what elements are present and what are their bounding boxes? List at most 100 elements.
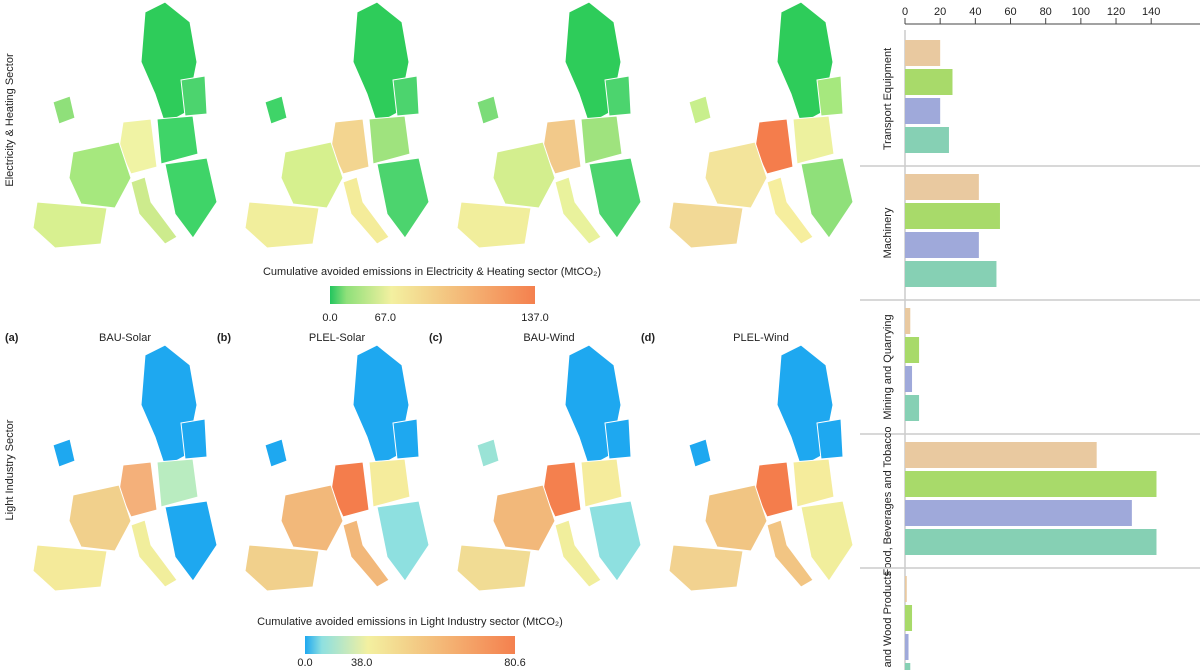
country xyxy=(130,176,178,245)
country xyxy=(492,484,556,552)
x-tick-label: 20 xyxy=(934,6,946,18)
colorbar-title: Cumulative avoided emissions in Electric… xyxy=(263,266,601,278)
bar-chart: 0 20 40 60 80 100 120 140 Transport Equipment Mac… xyxy=(860,6,1200,670)
country xyxy=(476,95,500,125)
bar xyxy=(905,337,920,363)
map xyxy=(668,344,854,592)
x-tick-label: 0 xyxy=(902,6,908,18)
bar xyxy=(905,663,911,670)
panel-label: (d) xyxy=(641,332,655,344)
colorbar xyxy=(305,636,515,654)
x-tick-label: 140 xyxy=(1142,6,1160,18)
panel-title: PLEL-Solar xyxy=(309,332,366,344)
country xyxy=(456,201,532,249)
country xyxy=(604,418,632,460)
category-label: Wood and Wood Products xyxy=(882,571,894,670)
bar xyxy=(905,529,1157,555)
map xyxy=(668,1,854,249)
category-label: Food, Beverages and Tobacco xyxy=(882,426,894,575)
x-tick-label: 100 xyxy=(1072,6,1090,18)
bar xyxy=(905,203,1000,229)
country xyxy=(164,500,218,582)
country xyxy=(68,484,132,552)
country xyxy=(688,438,712,468)
country xyxy=(476,438,500,468)
bar xyxy=(905,127,949,153)
map xyxy=(32,1,218,249)
country xyxy=(376,157,430,239)
x-tick-label: 40 xyxy=(969,6,981,18)
country xyxy=(264,95,288,125)
country xyxy=(588,500,642,582)
country xyxy=(766,176,814,245)
country xyxy=(368,458,411,508)
colorbar-tick: 80.6 xyxy=(504,657,525,669)
country xyxy=(792,115,835,165)
map xyxy=(456,1,642,249)
category-label: Mining and Quarrying xyxy=(882,314,894,419)
bar xyxy=(905,442,1097,468)
bar xyxy=(905,261,997,287)
panel-label: (b) xyxy=(217,332,231,344)
country xyxy=(342,176,390,245)
bar xyxy=(905,69,953,95)
country xyxy=(766,519,814,588)
bar xyxy=(905,605,913,631)
x-tick-label: 80 xyxy=(1040,6,1052,18)
bar xyxy=(905,174,979,200)
bar xyxy=(905,500,1132,526)
country xyxy=(130,519,178,588)
bar xyxy=(905,634,909,660)
panel-label: (a) xyxy=(5,332,19,344)
bar xyxy=(905,471,1157,497)
map xyxy=(244,344,430,592)
colorbar-tick: 0.0 xyxy=(322,312,337,324)
row-label: Electricity & Heating Sector xyxy=(4,53,16,187)
country xyxy=(52,438,76,468)
country xyxy=(52,95,76,125)
country xyxy=(456,544,532,592)
country xyxy=(244,201,320,249)
country xyxy=(800,157,854,239)
country xyxy=(800,500,854,582)
country xyxy=(32,544,108,592)
country xyxy=(280,141,344,209)
country xyxy=(368,115,411,165)
bar xyxy=(905,366,913,392)
country xyxy=(264,438,288,468)
category-label: Transport Equipment xyxy=(882,48,894,150)
country xyxy=(392,75,420,117)
map xyxy=(456,344,642,592)
colorbar xyxy=(330,286,535,304)
panel-title: PLEL-Wind xyxy=(733,332,789,344)
x-tick-label: 120 xyxy=(1107,6,1125,18)
country xyxy=(280,484,344,552)
country xyxy=(580,458,623,508)
country xyxy=(156,115,199,165)
country xyxy=(180,75,208,117)
country xyxy=(68,141,132,209)
bar xyxy=(905,232,979,258)
country xyxy=(588,157,642,239)
colorbar-tick: 38.0 xyxy=(351,657,372,669)
country xyxy=(792,458,835,508)
country xyxy=(244,544,320,592)
country xyxy=(164,157,218,239)
colorbar-tick: 67.0 xyxy=(375,312,396,324)
country xyxy=(688,95,712,125)
country xyxy=(816,75,844,117)
colorbar-title: Cumulative avoided emissions in Light In… xyxy=(257,616,563,628)
row-label: Light Industry Sector xyxy=(4,419,16,520)
country xyxy=(376,500,430,582)
map xyxy=(244,1,430,249)
bar xyxy=(905,308,911,334)
maps: Electricity & Heating Sector Light Indust… xyxy=(4,1,854,669)
bar xyxy=(905,395,920,421)
category-label: Machinery xyxy=(882,207,894,258)
country xyxy=(492,141,556,209)
country xyxy=(668,544,744,592)
colorbar-tick: 0.0 xyxy=(297,657,312,669)
bar xyxy=(905,98,941,124)
